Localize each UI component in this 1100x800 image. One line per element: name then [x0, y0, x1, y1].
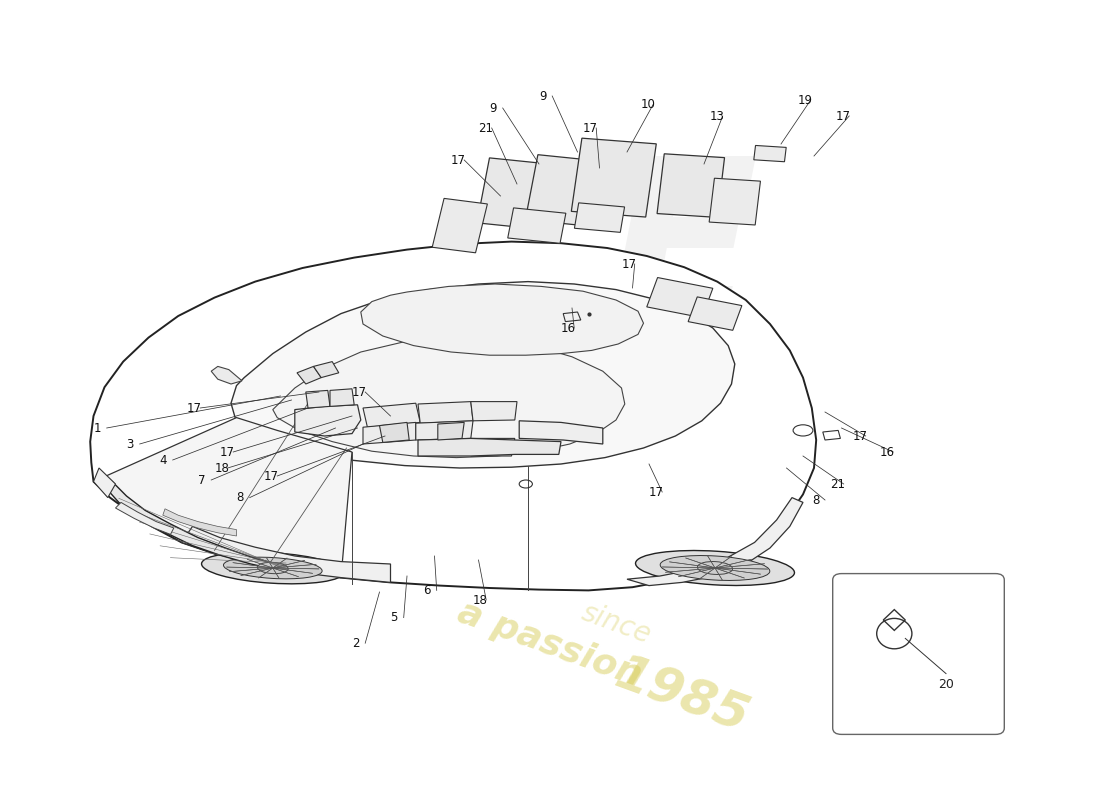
Text: 5: 5: [390, 611, 398, 624]
Polygon shape: [438, 422, 464, 440]
Text: 1985: 1985: [608, 650, 756, 742]
Polygon shape: [471, 402, 517, 421]
Text: 7: 7: [198, 474, 206, 486]
Text: 21: 21: [830, 478, 846, 490]
Text: 17: 17: [187, 402, 202, 414]
Polygon shape: [416, 421, 473, 440]
Polygon shape: [295, 405, 361, 436]
Polygon shape: [418, 402, 473, 423]
Text: 6: 6: [424, 584, 431, 597]
Text: 3: 3: [126, 438, 134, 450]
Text: 19: 19: [798, 94, 813, 106]
Text: 8: 8: [236, 491, 244, 504]
Text: 16: 16: [880, 446, 895, 458]
Text: 17: 17: [352, 386, 367, 398]
Text: 4: 4: [160, 454, 167, 466]
Polygon shape: [526, 154, 601, 226]
Text: 21: 21: [478, 122, 494, 134]
Text: 17: 17: [852, 430, 868, 442]
Text: 17: 17: [264, 470, 279, 482]
Polygon shape: [471, 438, 515, 456]
Ellipse shape: [257, 562, 288, 574]
Ellipse shape: [697, 562, 733, 574]
Text: 18: 18: [473, 594, 488, 606]
Polygon shape: [314, 362, 339, 378]
Ellipse shape: [660, 555, 770, 581]
Polygon shape: [432, 198, 487, 253]
Text: 18: 18: [214, 462, 230, 474]
Text: 9: 9: [490, 102, 497, 114]
Text: E: E: [606, 149, 758, 363]
Ellipse shape: [201, 552, 344, 584]
Text: 17: 17: [649, 486, 664, 498]
Text: 17: 17: [220, 446, 235, 458]
Polygon shape: [657, 154, 725, 218]
Polygon shape: [211, 366, 242, 384]
Ellipse shape: [223, 557, 322, 579]
Polygon shape: [297, 366, 321, 384]
Polygon shape: [627, 498, 803, 586]
Text: 17: 17: [583, 122, 598, 134]
Polygon shape: [689, 297, 741, 330]
Polygon shape: [231, 282, 735, 468]
Polygon shape: [418, 438, 561, 456]
Polygon shape: [163, 509, 236, 536]
Polygon shape: [574, 203, 625, 232]
Ellipse shape: [636, 550, 794, 586]
Polygon shape: [94, 468, 115, 498]
Polygon shape: [94, 418, 352, 578]
Polygon shape: [330, 389, 354, 406]
Text: 17: 17: [836, 110, 851, 122]
Polygon shape: [116, 502, 174, 534]
Polygon shape: [90, 242, 816, 590]
Polygon shape: [519, 421, 603, 444]
Polygon shape: [710, 178, 760, 225]
Text: 10: 10: [640, 98, 656, 110]
Text: a passion: a passion: [453, 595, 647, 693]
Polygon shape: [361, 284, 644, 355]
Polygon shape: [571, 138, 657, 217]
Polygon shape: [647, 278, 713, 318]
Polygon shape: [104, 482, 286, 571]
Text: since: since: [578, 598, 654, 650]
Text: 13: 13: [710, 110, 725, 122]
Text: 9: 9: [539, 90, 547, 102]
Text: 1: 1: [94, 422, 101, 434]
Polygon shape: [273, 338, 625, 458]
Polygon shape: [306, 390, 330, 408]
Polygon shape: [363, 422, 416, 444]
Text: 8: 8: [812, 494, 820, 506]
Polygon shape: [754, 146, 786, 162]
FancyBboxPatch shape: [833, 574, 1004, 734]
Text: 17: 17: [621, 258, 637, 270]
Polygon shape: [477, 158, 552, 230]
Polygon shape: [379, 422, 409, 442]
Polygon shape: [363, 403, 420, 427]
Text: 20: 20: [938, 678, 954, 690]
Text: 16: 16: [561, 322, 576, 334]
Text: 2: 2: [352, 637, 360, 650]
Text: 17: 17: [451, 154, 466, 166]
Polygon shape: [182, 526, 390, 582]
Polygon shape: [508, 208, 565, 243]
